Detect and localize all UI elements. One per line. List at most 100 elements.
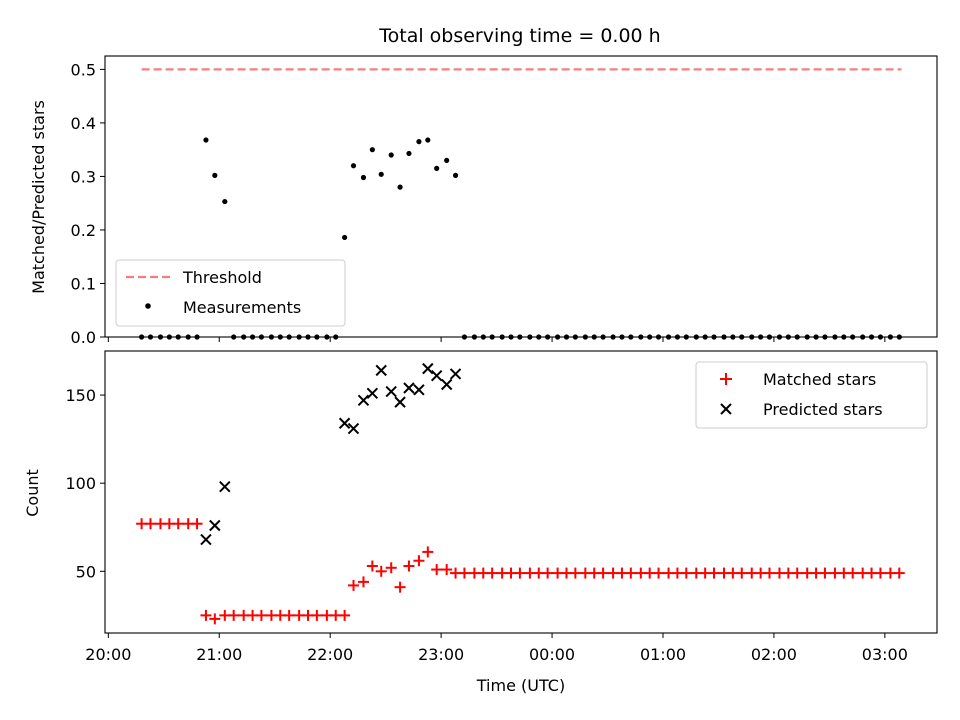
measurement-point — [378, 171, 384, 177]
legend-predicted-label: Predicted stars — [763, 400, 883, 419]
top-legend: Threshold Measurements — [115, 259, 346, 327]
matched-star-point — [819, 567, 831, 579]
matched-star-point — [191, 518, 203, 530]
x-b — [449, 368, 462, 380]
measurement-point — [222, 198, 228, 205]
predicted-star-point — [413, 384, 425, 396]
matched-star-point — [791, 567, 803, 579]
matched-star-point — [431, 564, 443, 576]
predicted-star-point — [219, 481, 231, 493]
matched-star-point — [394, 581, 406, 593]
measurement-point — [203, 137, 209, 143]
measurement-point — [406, 150, 412, 157]
matched-star-point — [200, 609, 212, 621]
y-tick-label: 0.4 — [71, 114, 96, 133]
chart-title: Total observing time = 0.00 h — [378, 25, 660, 47]
bottom-y-axis-label: Count — [23, 469, 42, 517]
top-y-ticks: 0.0 0.1 0.2 0.3 0.4 0.5 — [71, 60, 105, 347]
top-legend-box — [115, 259, 346, 327]
measurement-point — [342, 234, 348, 241]
bottom-axes-frame — [104, 350, 938, 634]
legend-measurements-label: Measurements — [183, 298, 301, 317]
x-tick-label: 21:00 — [196, 645, 242, 664]
x-tick-label: 03:00 — [862, 645, 908, 664]
top-x-ticks — [107, 337, 886, 342]
y-tick-label: 100 — [65, 474, 96, 493]
predicted-star-point — [440, 378, 453, 391]
y-tick-label: 0.3 — [71, 167, 96, 186]
matched-star-point — [311, 609, 323, 621]
matched-star-point — [357, 576, 369, 588]
top-y-axis-label: Matched/Predicted stars — [29, 100, 48, 294]
legend-matched-label: Matched stars — [763, 370, 876, 389]
matched-star-point — [542, 567, 554, 579]
predicted-star-point — [394, 396, 406, 408]
legend-predicted-swatch — [720, 403, 732, 415]
x-b — [366, 387, 379, 400]
matched-star-point — [736, 567, 748, 579]
measurement-point — [388, 152, 394, 158]
predicted-star-point — [338, 417, 351, 429]
x-b — [375, 364, 387, 377]
matched-star-point — [339, 609, 351, 621]
measurement-point — [434, 165, 440, 171]
matched-star-point — [441, 564, 453, 576]
matched-star-point — [347, 579, 359, 591]
matched-star-point — [486, 567, 498, 579]
predicted-star-point — [375, 364, 387, 377]
measurement-point — [425, 137, 431, 143]
matched-star-point — [172, 518, 184, 530]
predicted-star-point — [422, 362, 434, 375]
matched-star-point — [144, 518, 156, 530]
x-b — [347, 422, 360, 435]
matched-star-point — [625, 567, 637, 579]
x-tick-label: 22:00 — [307, 645, 353, 664]
bottom-y-ticks: 50 100 150 — [65, 386, 105, 581]
matched-star-point — [366, 560, 378, 572]
legend-matched-swatch — [720, 373, 732, 385]
measurement-point — [397, 184, 403, 190]
legend-measurements-swatch — [145, 303, 151, 309]
matched-star-point — [514, 567, 526, 579]
y-tick-label: 0.0 — [71, 328, 96, 347]
matched-star-point — [458, 567, 470, 579]
matched-stars-points — [136, 518, 905, 625]
matched-star-point — [283, 609, 295, 621]
top-axes-frame — [104, 55, 938, 338]
measurement-point — [212, 172, 218, 178]
y-tick-label: 50 — [76, 562, 96, 581]
x-axis-label: Time (UTC) — [476, 676, 565, 695]
x-b — [338, 417, 351, 429]
matched-star-point — [680, 567, 692, 579]
x-tick-label: 20:00 — [85, 645, 131, 664]
x-tick-label: 01:00 — [640, 645, 686, 664]
measurement-point — [444, 157, 450, 163]
matched-star-point — [385, 562, 397, 574]
x-b — [357, 394, 370, 407]
predicted-star-point — [385, 385, 397, 398]
x-tick-label: 02:00 — [751, 645, 797, 664]
x-tick-label: 23:00 — [418, 645, 464, 664]
matched-star-point — [763, 567, 775, 579]
measurement-point — [369, 147, 375, 153]
predicted-star-point — [347, 422, 360, 435]
matched-star-point — [893, 567, 905, 579]
predicted-star-point — [209, 519, 221, 532]
bottom-x-ticks: 20:00 21:00 22:00 23:00 00:00 01:00 02:00 03:00 — [85, 633, 908, 664]
matched-star-point — [228, 609, 240, 621]
matched-star-point — [255, 609, 267, 621]
x-tick-label: 00:00 — [529, 645, 575, 664]
matched-star-point — [653, 567, 665, 579]
matched-star-point — [708, 567, 720, 579]
x-b — [413, 384, 425, 396]
x-b — [219, 481, 231, 493]
bottom-legend-box — [695, 361, 928, 429]
matched-star-point — [375, 565, 387, 577]
y-tick-label: 150 — [65, 386, 96, 405]
measurement-point — [350, 163, 357, 169]
y-tick-label: 0.2 — [71, 221, 96, 240]
x-b — [422, 362, 434, 375]
x-b — [200, 533, 212, 546]
